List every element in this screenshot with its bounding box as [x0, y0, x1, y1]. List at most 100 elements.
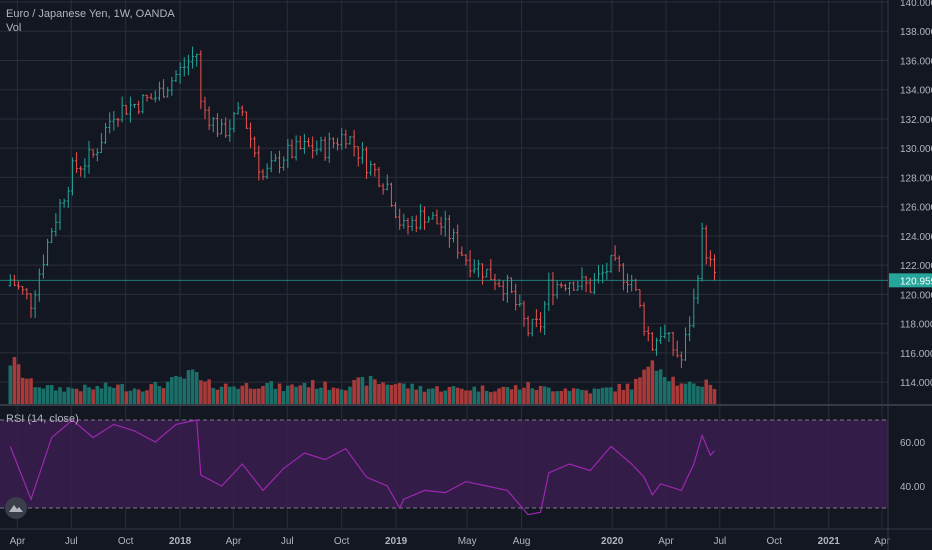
time-tick-label: Apr: [874, 536, 890, 547]
volume-bar: [257, 388, 261, 404]
volume-bar: [476, 391, 481, 404]
volume-bar: [513, 385, 518, 404]
volume-bar: [294, 386, 298, 404]
rsi-label: RSI (14, close): [6, 413, 79, 425]
volume-bar: [240, 385, 245, 404]
volume-bar: [555, 391, 559, 404]
volume-bar: [25, 378, 29, 404]
volume-bar: [194, 371, 199, 404]
volume-bar: [116, 384, 120, 404]
volume-bar: [20, 377, 25, 404]
volume-bars: [8, 356, 717, 404]
volume-bar: [530, 388, 535, 404]
volume-bar: [654, 370, 659, 404]
volume-bar: [576, 388, 580, 404]
volume-bar: [170, 377, 174, 404]
tradingview-logo-icon[interactable]: [5, 497, 27, 519]
volume-bar: [310, 380, 315, 404]
volume-bar: [493, 391, 497, 404]
volume-bar: [120, 384, 124, 404]
volume-bar: [460, 388, 464, 404]
time-tick-label: Aug: [513, 536, 531, 547]
rsi-tick-label: 40.00: [900, 482, 925, 493]
time-tick-label: 2021: [818, 536, 841, 547]
volume-bar: [613, 391, 617, 404]
volume-bar: [302, 382, 307, 404]
volume-bar: [128, 390, 133, 404]
volume-bar: [364, 385, 369, 404]
volume-bar: [261, 385, 265, 404]
volume-bar: [91, 389, 95, 404]
volume-bar: [107, 386, 112, 404]
price-tick-label: 114.000: [900, 378, 932, 389]
volume-bar: [323, 381, 327, 404]
volume-bar: [16, 364, 21, 404]
last-price-badge: [889, 273, 932, 288]
volume-bar: [356, 377, 361, 404]
volume-bar: [33, 387, 37, 404]
volume-bar: [161, 388, 166, 404]
volume-bar: [397, 383, 402, 404]
volume-bar: [153, 381, 158, 404]
volume-bar: [203, 381, 207, 404]
price-tick-label: 126.000: [900, 203, 932, 214]
volume-bar: [232, 386, 236, 404]
volume-bar: [629, 389, 634, 404]
volume-bar: [103, 382, 108, 404]
volume-bar: [600, 387, 605, 404]
price-tick-label: 136.000: [900, 56, 932, 67]
rsi-band: [0, 419, 888, 509]
volume-bar: [426, 388, 431, 404]
volume-bar: [522, 387, 526, 404]
volume-bar: [281, 391, 286, 404]
volume-bar: [157, 386, 162, 404]
volume-bar: [422, 391, 427, 404]
volume-bar: [588, 393, 593, 404]
volume-bar: [646, 366, 651, 404]
volume-label: Vol: [6, 22, 22, 34]
volume-bar: [83, 384, 87, 404]
price-tick-label: 116.000: [900, 349, 932, 360]
volume-bar: [605, 387, 609, 404]
volume-bar: [219, 386, 224, 404]
price-tick-label: 134.000: [900, 86, 932, 97]
volume-bar: [244, 383, 249, 404]
volume-bar: [74, 388, 79, 404]
volume-bar: [70, 388, 75, 404]
rsi-band-fill: [0, 420, 888, 508]
volume-bar: [687, 381, 692, 404]
volume-bar: [489, 392, 493, 404]
volume-bar: [712, 389, 717, 404]
volume-bar: [634, 378, 638, 404]
volume-bar: [228, 386, 232, 404]
volume-bar: [663, 377, 667, 404]
volume-bar: [54, 390, 58, 404]
volume-bar: [211, 387, 216, 404]
volume-bar: [526, 381, 530, 404]
rsi-tick-label: 60.00: [900, 438, 925, 449]
volume-bar: [8, 365, 13, 404]
volume-bar: [658, 369, 663, 404]
volume-bar: [683, 383, 688, 404]
volume-bar: [306, 387, 311, 404]
volume-bar: [443, 390, 448, 404]
volume-bar: [484, 390, 489, 404]
price-candles: [8, 46, 717, 369]
rsi-line: [9, 419, 715, 516]
volume-bar: [236, 388, 240, 404]
volume-bar: [207, 379, 211, 404]
time-tick-label: May: [458, 536, 477, 547]
volume-bar: [542, 386, 547, 404]
volume-bar: [298, 385, 303, 404]
volume-bar: [277, 383, 282, 404]
volume-bar: [497, 388, 501, 404]
time-tick-label: 2020: [601, 536, 624, 547]
volume-bar: [99, 388, 104, 404]
volume-bar: [505, 387, 510, 404]
volume-bar: [704, 379, 709, 404]
volume-bar: [609, 387, 613, 404]
volume-bar: [509, 389, 514, 404]
volume-bar: [344, 390, 348, 404]
volume-bar: [29, 378, 33, 404]
